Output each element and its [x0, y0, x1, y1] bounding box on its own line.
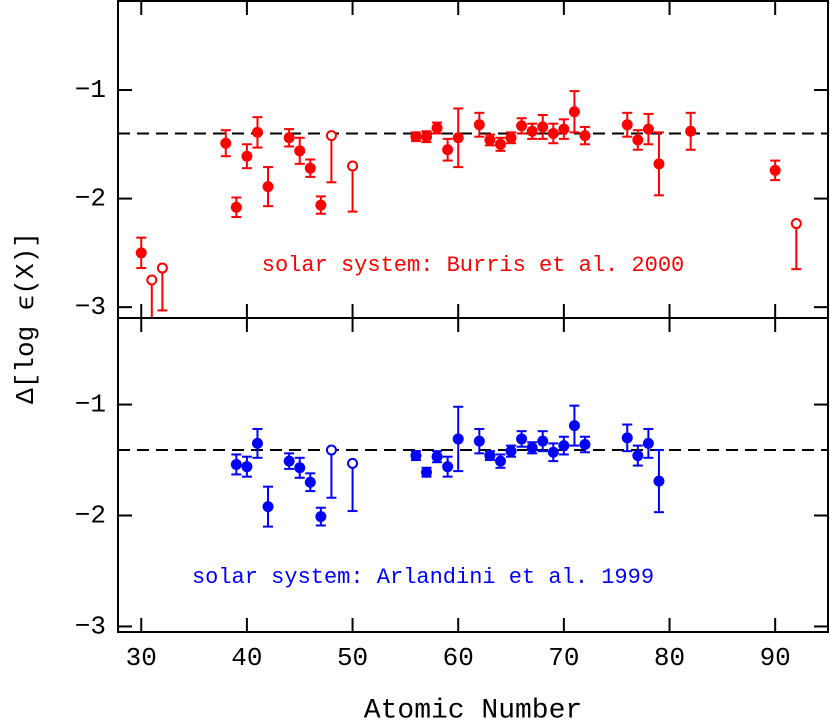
data-point	[568, 106, 580, 118]
data-point	[283, 132, 295, 144]
data-point	[220, 137, 232, 149]
open-point	[347, 160, 359, 172]
x-tick-label: 90	[760, 643, 791, 673]
annotation: solar system: Arlandini et al. 1999	[192, 565, 654, 590]
data-point	[304, 476, 316, 488]
data-point	[421, 131, 433, 143]
data-point	[505, 445, 517, 457]
data-point	[452, 132, 464, 144]
data-point	[558, 440, 570, 452]
limit-bar	[150, 285, 153, 318]
data-point	[410, 131, 422, 143]
x-axis-label: Atomic Number	[364, 695, 582, 723]
data-point	[262, 181, 274, 193]
x-tick-label: 70	[548, 643, 579, 673]
x-tick-label: 50	[337, 643, 368, 673]
limit-bar	[326, 455, 337, 499]
data-point	[621, 119, 633, 131]
data-point	[135, 247, 147, 259]
data-point	[230, 458, 242, 470]
y-tick-label: −1	[75, 389, 106, 419]
open-point	[146, 274, 158, 286]
data-point	[442, 461, 454, 473]
data-point	[484, 450, 496, 462]
plot-area	[118, 90, 828, 318]
data-point	[431, 451, 443, 463]
y-tick-label: −3	[75, 292, 106, 322]
x-tick-label: 60	[443, 643, 474, 673]
data-point	[241, 150, 253, 162]
y-axis-label: Δ[log ϵ(X)]	[11, 232, 41, 404]
data-point	[621, 432, 633, 444]
data-point	[537, 435, 549, 447]
x-tick-label: 80	[654, 643, 685, 673]
data-point	[251, 437, 263, 449]
data-point	[547, 446, 559, 458]
x-tick-label: 30	[126, 643, 157, 673]
data-point	[505, 132, 517, 144]
y-tick-label: −1	[75, 75, 106, 105]
data-point	[558, 123, 570, 135]
data-point	[241, 461, 253, 473]
plot-area	[118, 404, 828, 528]
data-point	[494, 138, 506, 150]
limit-bar	[791, 228, 802, 271]
annotation: solar system: Burris et al. 2000	[262, 253, 684, 278]
data-point	[526, 442, 538, 454]
limit-bar	[347, 468, 358, 513]
data-point	[442, 144, 454, 156]
data-point	[642, 123, 654, 135]
data-point	[431, 122, 443, 134]
data-point	[653, 475, 665, 487]
data-point	[579, 438, 591, 450]
data-point	[230, 201, 242, 213]
data-point	[410, 450, 422, 462]
data-point	[568, 420, 580, 432]
data-point	[473, 435, 485, 447]
data-point	[251, 126, 263, 138]
data-point	[526, 125, 538, 137]
open-point	[347, 457, 359, 469]
open-point	[790, 218, 802, 230]
data-point	[283, 455, 295, 467]
data-point	[516, 433, 528, 445]
data-point	[769, 164, 781, 176]
data-point	[304, 162, 316, 174]
data-point	[579, 130, 591, 142]
data-point	[685, 125, 697, 137]
data-point	[642, 437, 654, 449]
data-point	[473, 119, 485, 131]
open-point	[325, 130, 337, 142]
y-tick-label: −2	[75, 183, 106, 213]
limit-bar	[347, 171, 358, 213]
data-point	[653, 158, 665, 170]
open-point	[325, 444, 337, 456]
data-point	[547, 127, 559, 139]
open-point	[156, 262, 168, 274]
data-point	[452, 433, 464, 445]
y-tick-label: −3	[75, 611, 106, 641]
data-point	[484, 134, 496, 146]
data-point	[315, 511, 327, 523]
data-point	[421, 466, 433, 478]
data-point	[315, 199, 327, 211]
data-point	[494, 455, 506, 467]
data-point	[632, 134, 644, 146]
limit-bar	[326, 140, 337, 184]
data-point	[262, 501, 274, 513]
y-tick-label: −2	[75, 500, 106, 530]
limit-bar	[157, 273, 168, 312]
data-point	[632, 450, 644, 462]
data-point	[516, 120, 528, 132]
data-point	[294, 462, 306, 474]
panel-frame	[117, 317, 829, 633]
x-tick-label: 40	[231, 643, 262, 673]
data-point	[537, 121, 549, 133]
data-point	[294, 145, 306, 157]
